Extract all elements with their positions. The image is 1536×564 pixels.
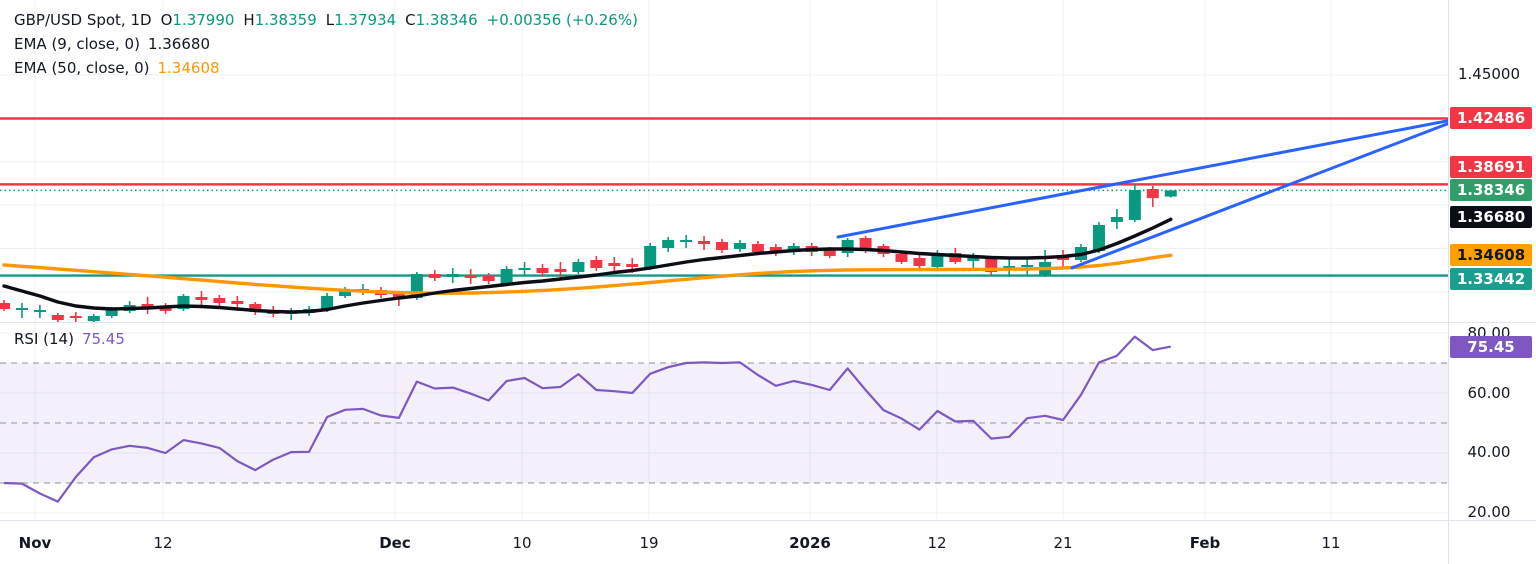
ohlc-key: L xyxy=(325,11,335,29)
price-badge: 1.34608 xyxy=(1450,244,1532,266)
time-label: 21 xyxy=(1053,534,1073,552)
ema9-label: EMA (9, close, 0) xyxy=(14,35,140,53)
ohlc-value: 1.38359 xyxy=(254,11,317,29)
time-label: 12 xyxy=(927,534,947,552)
rsi-band xyxy=(0,362,1448,484)
symbol-title: GBP/USD Spot, 1D xyxy=(14,11,152,29)
price-badge: 1.42486 xyxy=(1450,107,1532,129)
time-axis[interactable]: Nov 12 Dec 10 19 2026 12 21 Feb 11 xyxy=(0,521,1448,564)
price-badge: 1.33442 xyxy=(1450,268,1532,290)
rsi-label: RSI (14) xyxy=(14,330,74,348)
axis-label: 60.00 xyxy=(1467,384,1511,402)
axis-label: 40.00 xyxy=(1467,443,1511,461)
axis-label: 1.45000 xyxy=(1457,65,1521,83)
price-badge: 75.45 xyxy=(1450,336,1532,358)
time-label: 2026 xyxy=(789,534,831,552)
time-label: 12 xyxy=(153,534,173,552)
ema9-legend-row: EMA (9, close, 0) 1.36680 xyxy=(14,32,638,56)
axis-label: 20.00 xyxy=(1467,503,1511,521)
ema50-label: EMA (50, close, 0) xyxy=(14,59,150,77)
time-label: 19 xyxy=(639,534,659,552)
ema50-legend-row: EMA (50, close, 0) 1.34608 xyxy=(14,56,638,80)
rsi-value: 75.45 xyxy=(81,330,125,348)
time-label: 10 xyxy=(512,534,532,552)
ema9-value: 1.36680 xyxy=(147,35,210,53)
time-label: 11 xyxy=(1321,534,1341,552)
ohlc-key: C xyxy=(405,11,416,29)
ema50-line[interactable] xyxy=(2,253,1173,295)
ohlc-value: 1.37990 xyxy=(172,11,235,29)
ohlc-key: H xyxy=(243,11,255,29)
time-label: Dec xyxy=(379,534,411,552)
trendlines-layer[interactable] xyxy=(836,119,1452,270)
price-badge: 1.38346 xyxy=(1450,179,1532,201)
price-axis[interactable]: 1.45000 1.42486 1.38691 1.38346 1.36680 1.346… xyxy=(1449,0,1536,564)
time-label: Nov xyxy=(18,534,52,552)
rsi-legend-row[interactable]: RSI (14) 75.45 xyxy=(14,330,125,348)
time-label: Feb xyxy=(1189,534,1221,552)
ohlc-value: 1.38346 xyxy=(415,11,478,29)
ema50-value: 1.34608 xyxy=(157,59,220,77)
symbol-ohlc-row: GBP/USD Spot, 1D O1.37990 H1.38359 L1.37934… xyxy=(14,8,638,32)
ohlc-value: 1.37934 xyxy=(334,11,397,29)
symbol-legend[interactable]: GBP/USD Spot, 1D O1.37990 H1.38359 L1.37934… xyxy=(14,8,638,80)
price-badge: 1.38691 xyxy=(1450,156,1532,178)
price-levels[interactable] xyxy=(0,117,1448,277)
rsi-line[interactable] xyxy=(3,335,1172,503)
ohlc-key: O xyxy=(160,11,173,29)
ema9-line[interactable] xyxy=(2,217,1173,314)
change-value: +0.00356 (+0.26%) xyxy=(486,11,638,29)
price-badge: 1.36680 xyxy=(1450,206,1532,228)
